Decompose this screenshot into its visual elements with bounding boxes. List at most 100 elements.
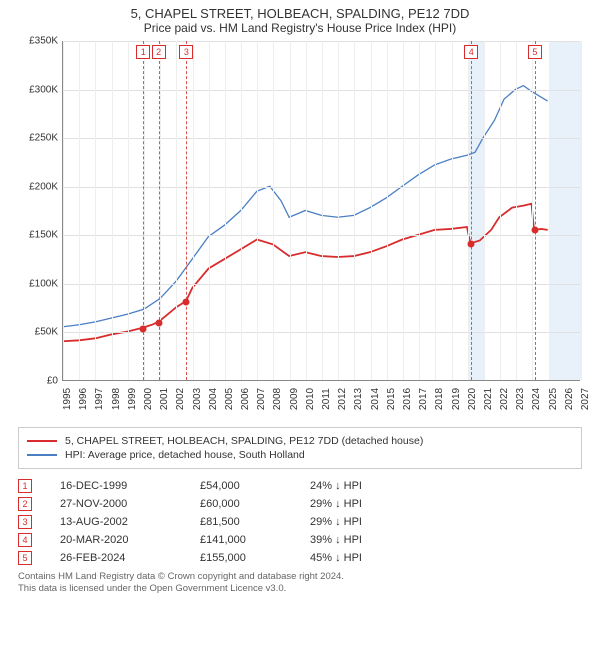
- x-tick-label: 2020: [467, 388, 478, 410]
- sales-row-date: 20-MAR-2020: [60, 534, 200, 546]
- sales-row-date: 13-AUG-2002: [60, 516, 200, 528]
- x-tick-label: 2012: [337, 388, 348, 410]
- vgridline: [63, 41, 64, 380]
- vgridline: [452, 41, 453, 380]
- vgridline: [273, 41, 274, 380]
- x-tick-label: 2003: [192, 388, 203, 410]
- legend-label-property: 5, CHAPEL STREET, HOLBEACH, SPALDING, PE…: [65, 435, 423, 447]
- x-tick-label: 2004: [208, 388, 219, 410]
- footer-line2: This data is licensed under the Open Gov…: [18, 583, 582, 595]
- sale-marker: 4: [464, 45, 478, 59]
- sales-row: 3 13-AUG-2002£81,50029% ↓ HPI: [18, 515, 582, 529]
- sales-row-date: 16-DEC-1999: [60, 480, 200, 492]
- vgridline: [403, 41, 404, 380]
- x-tick-label: 2008: [272, 388, 283, 410]
- x-tick-label: 1999: [127, 388, 138, 410]
- sales-row-price: £141,000: [200, 534, 310, 546]
- sales-row-price: £54,000: [200, 480, 310, 492]
- title-address: 5, CHAPEL STREET, HOLBEACH, SPALDING, PE…: [8, 6, 592, 21]
- x-tick-label: 2018: [434, 388, 445, 410]
- y-tick-label: £250K: [29, 133, 58, 144]
- vgridline: [225, 41, 226, 380]
- title-subtitle: Price paid vs. HM Land Registry's House …: [8, 21, 592, 35]
- x-tick-label: 2002: [175, 388, 186, 410]
- chart-container: 5, CHAPEL STREET, HOLBEACH, SPALDING, PE…: [0, 0, 600, 650]
- sales-row-marker: 5: [18, 551, 32, 565]
- sale-point: [155, 319, 162, 326]
- x-tick-label: 2023: [515, 388, 526, 410]
- x-tick-label: 2000: [143, 388, 154, 410]
- sales-row-price: £81,500: [200, 516, 310, 528]
- sale-vline: [535, 41, 536, 380]
- sale-marker: 3: [179, 45, 193, 59]
- sales-row-price: £60,000: [200, 498, 310, 510]
- footer-line1: Contains HM Land Registry data © Crown c…: [18, 571, 582, 583]
- sales-row: 1 16-DEC-1999£54,00024% ↓ HPI: [18, 479, 582, 493]
- x-tick-label: 2005: [224, 388, 235, 410]
- sales-row: 420-MAR-2020£141,00039% ↓ HPI: [18, 533, 582, 547]
- vgridline: [500, 41, 501, 380]
- y-tick-label: £350K: [29, 36, 58, 47]
- vgridline: [532, 41, 533, 380]
- sales-row-marker: 1: [18, 479, 32, 493]
- sale-vline: [159, 41, 160, 380]
- sales-row-marker: 3: [18, 515, 32, 529]
- sales-row-diff: 29% ↓ HPI: [310, 498, 430, 510]
- vgridline: [419, 41, 420, 380]
- title-block: 5, CHAPEL STREET, HOLBEACH, SPALDING, PE…: [0, 0, 600, 37]
- sales-row-price: £155,000: [200, 552, 310, 564]
- x-tick-label: 2026: [564, 388, 575, 410]
- vgridline: [549, 41, 550, 380]
- vgridline: [322, 41, 323, 380]
- y-tick-label: £300K: [29, 84, 58, 95]
- sales-row-diff: 45% ↓ HPI: [310, 552, 430, 564]
- x-tick-label: 2001: [159, 388, 170, 410]
- sales-row: 526-FEB-2024£155,00045% ↓ HPI: [18, 551, 582, 565]
- x-tick-label: 2014: [370, 388, 381, 410]
- x-axis: 1995 1996 1997 1998 1999 2000 2001 2002 2003 2004…: [62, 383, 580, 421]
- legend-swatch-hpi: [27, 454, 57, 456]
- vgridline: [306, 41, 307, 380]
- sale-marker: 1: [136, 45, 150, 59]
- vgridline: [435, 41, 436, 380]
- x-tick-label: 2010: [305, 388, 316, 410]
- sale-marker: 5: [528, 45, 542, 59]
- legend-label-hpi: HPI: Average price, detached house, Sout…: [65, 449, 305, 461]
- plot-area: 12345: [62, 41, 580, 381]
- legend-row-property: 5, CHAPEL STREET, HOLBEACH, SPALDING, PE…: [27, 435, 573, 447]
- x-tick-label: 1995: [62, 388, 73, 410]
- legend: 5, CHAPEL STREET, HOLBEACH, SPALDING, PE…: [18, 427, 582, 469]
- vgridline: [565, 41, 566, 380]
- vgridline: [371, 41, 372, 380]
- x-tick-label: 1997: [94, 388, 105, 410]
- y-tick-label: £200K: [29, 181, 58, 192]
- x-tick-label: 2007: [256, 388, 267, 410]
- x-tick-label: 2021: [483, 388, 494, 410]
- vgridline: [160, 41, 161, 380]
- x-tick-label: 1996: [78, 388, 89, 410]
- y-tick-label: £0: [47, 376, 58, 387]
- x-tick-label: 2011: [321, 388, 332, 410]
- sale-vline: [186, 41, 187, 380]
- x-tick-label: 2017: [418, 388, 429, 410]
- x-tick-label: 2022: [499, 388, 510, 410]
- legend-row-hpi: HPI: Average price, detached house, Sout…: [27, 449, 573, 461]
- y-axis: £0£50K£100K£150K£200K£250K£300K£350K: [20, 41, 60, 381]
- sales-row-date: 27-NOV-2000: [60, 498, 200, 510]
- sale-point: [468, 241, 475, 248]
- vgridline: [176, 41, 177, 380]
- x-tick-label: 2019: [451, 388, 462, 410]
- vgridline: [112, 41, 113, 380]
- sales-row-diff: 29% ↓ HPI: [310, 516, 430, 528]
- sales-row-diff: 24% ↓ HPI: [310, 480, 430, 492]
- vgridline: [338, 41, 339, 380]
- sale-point: [531, 227, 538, 234]
- vgridline: [128, 41, 129, 380]
- x-tick-label: 1998: [111, 388, 122, 410]
- vgridline: [581, 41, 582, 380]
- vgridline: [290, 41, 291, 380]
- vgridline: [516, 41, 517, 380]
- sale-vline: [471, 41, 472, 380]
- sale-point: [183, 298, 190, 305]
- x-tick-label: 2016: [402, 388, 413, 410]
